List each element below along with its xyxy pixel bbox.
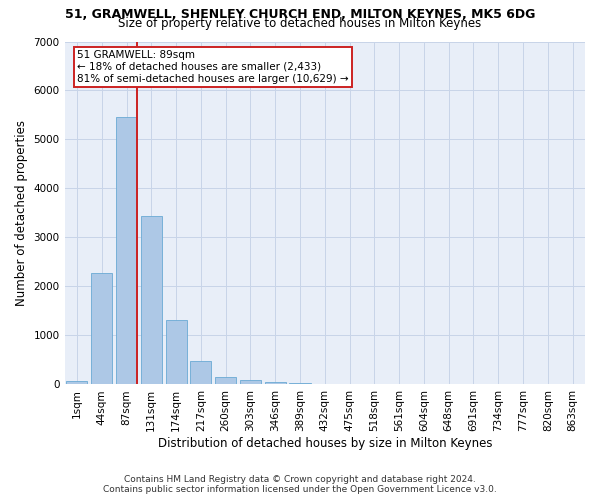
Text: Size of property relative to detached houses in Milton Keynes: Size of property relative to detached ho… (118, 17, 482, 30)
Bar (265, 382, 286, 384)
Text: Contains HM Land Registry data © Crown copyright and database right 2024.
Contai: Contains HM Land Registry data © Crown c… (103, 474, 497, 494)
Bar (240, 380, 261, 384)
Text: 51 GRAMWELL: 89sqm
← 18% of detached houses are smaller (2,433)
81% of semi-deta: 51 GRAMWELL: 89sqm ← 18% of detached hou… (77, 50, 349, 84)
Bar (141, 216, 162, 384)
Y-axis label: Number of detached properties: Number of detached properties (15, 120, 28, 306)
Bar (166, 320, 187, 384)
Text: 51, GRAMWELL, SHENLEY CHURCH END, MILTON KEYNES, MK5 6DG: 51, GRAMWELL, SHENLEY CHURCH END, MILTON… (65, 8, 535, 20)
X-axis label: Distribution of detached houses by size in Milton Keynes: Distribution of detached houses by size … (158, 437, 492, 450)
Bar (116, 118, 137, 384)
Bar (289, 382, 311, 384)
Bar (215, 377, 236, 384)
Bar (190, 362, 211, 384)
Bar (91, 273, 112, 384)
Bar (67, 380, 88, 384)
